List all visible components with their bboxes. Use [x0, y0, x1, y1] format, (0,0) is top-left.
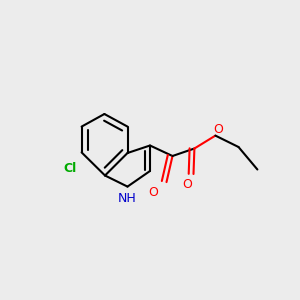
Text: O: O: [148, 186, 158, 199]
Text: O: O: [214, 123, 223, 136]
Text: Cl: Cl: [64, 161, 77, 175]
Text: NH: NH: [118, 191, 137, 205]
Text: O: O: [183, 178, 192, 191]
